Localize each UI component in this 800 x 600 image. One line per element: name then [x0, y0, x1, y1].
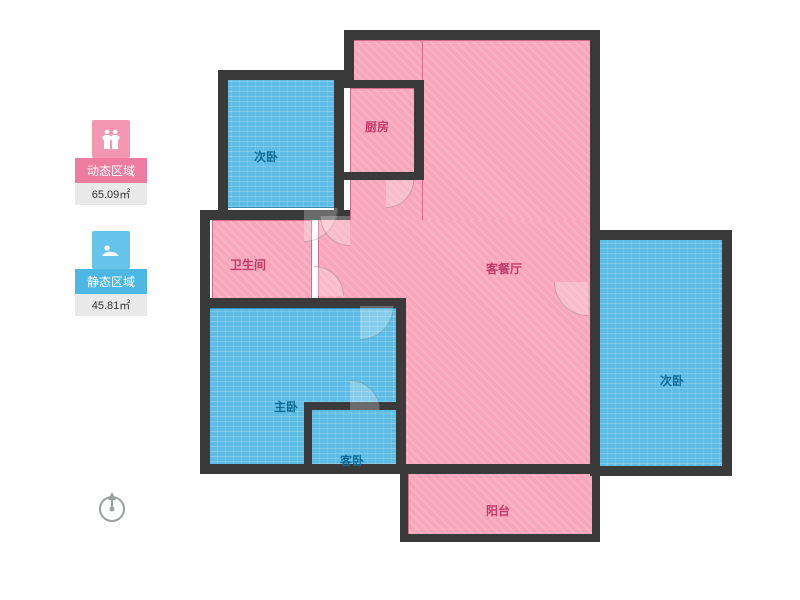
wall-13	[200, 210, 210, 470]
room-kitchen-top	[350, 88, 418, 178]
legend-dynamic-value: 65.09㎡	[75, 183, 147, 205]
legend-static-label: 静态区域	[75, 269, 147, 294]
room-guest-top	[310, 408, 398, 470]
wall-7	[590, 30, 600, 240]
wall-22	[592, 464, 600, 540]
wall-11	[590, 240, 600, 472]
wall-20	[400, 534, 600, 542]
sleep-icon	[92, 231, 130, 269]
legend-static: 静态区域 45.81㎡	[75, 231, 147, 316]
wall-1	[218, 70, 228, 210]
wall-9	[722, 230, 732, 476]
people-icon	[92, 120, 130, 158]
wall-6	[344, 172, 422, 180]
wall-3	[344, 30, 598, 40]
room-bath-top	[212, 220, 312, 300]
room-living-upper	[422, 40, 594, 240]
wall-23	[344, 30, 354, 86]
wall-0	[218, 70, 344, 80]
wall-2	[334, 70, 344, 210]
legend-static-value: 45.81㎡	[75, 294, 147, 316]
room-br2b-top	[598, 238, 728, 470]
wall-21	[400, 464, 408, 540]
compass-icon	[95, 490, 129, 524]
wall-5	[344, 80, 422, 88]
wall-16	[200, 464, 406, 474]
wall-8	[590, 230, 732, 240]
room-balcony-top	[408, 470, 596, 540]
legend-dynamic: 动态区域 65.09㎡	[75, 120, 147, 205]
wall-18	[304, 402, 312, 470]
legend-panel: 动态区域 65.09㎡ 静态区域 45.81㎡	[75, 120, 147, 342]
floorplan: 客餐厅厨房卫生间阳台次卧次卧主卧客卧	[200, 30, 740, 570]
legend-dynamic-label: 动态区域	[75, 158, 147, 183]
wall-15	[396, 298, 406, 474]
room-br2a-top	[222, 78, 340, 208]
wall-10	[590, 466, 732, 476]
wall-19	[400, 464, 600, 474]
wall-4	[414, 80, 424, 180]
